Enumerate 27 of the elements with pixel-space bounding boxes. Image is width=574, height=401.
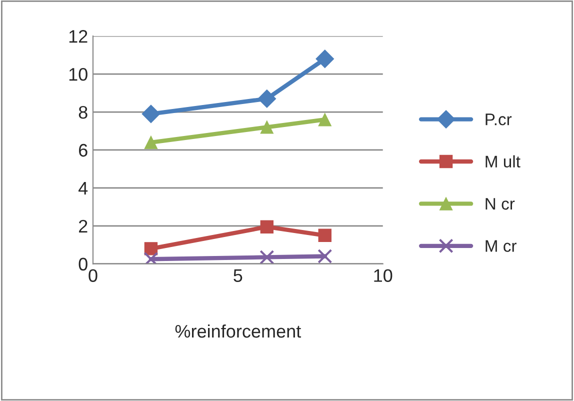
point: [318, 228, 332, 242]
point: [144, 136, 158, 149]
legend-label: N cr: [486, 198, 515, 210]
point: [260, 250, 274, 264]
x-tick-label: 5: [234, 269, 242, 282]
y-tick-label: 6: [79, 144, 88, 157]
legend-label: M cr: [486, 240, 516, 252]
y-tick-label: 12: [69, 30, 88, 43]
point: [318, 248, 332, 264]
y-tick-label: 8: [78, 106, 88, 119]
point: [144, 252, 158, 264]
y-tick-label: 4: [78, 182, 88, 194]
point: [144, 242, 158, 256]
legend-label: P.cr: [486, 114, 512, 126]
x-tick-label: 10: [374, 269, 392, 282]
x-axis-title: %reinforcement: [175, 324, 302, 338]
point: [260, 220, 274, 234]
point: [258, 90, 276, 108]
x-tick-label: 0: [88, 269, 98, 282]
point: [142, 104, 160, 124]
point: [260, 120, 274, 134]
point: [316, 50, 334, 68]
y-tick-label: 10: [69, 68, 88, 81]
point: [318, 113, 332, 126]
legend-label: M ult: [486, 155, 520, 168]
y-tick-label: 2: [78, 220, 88, 232]
y-tick-label: 0: [78, 258, 88, 271]
